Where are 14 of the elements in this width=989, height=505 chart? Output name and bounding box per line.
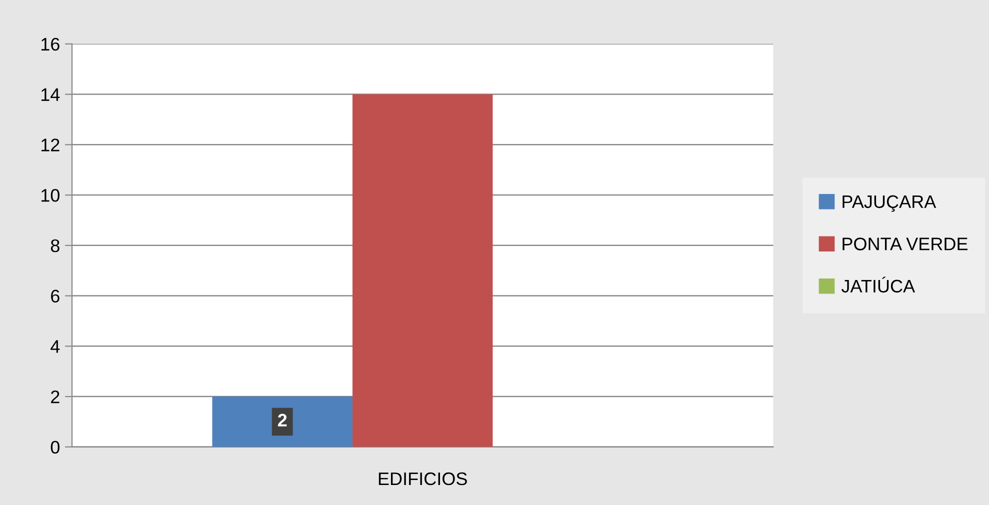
legend-label: PAJUÇARA	[842, 195, 936, 212]
y-tick-label: 8	[50, 239, 60, 252]
y-tick-label: 16	[41, 38, 60, 51]
y-tick-label: 14	[41, 88, 60, 101]
y-tick-label: 2	[51, 390, 60, 404]
y-tick-label: 4	[50, 340, 60, 353]
y-tick-label: 10	[41, 188, 60, 202]
y-tick-label: 0	[50, 440, 60, 454]
data-label: 2	[278, 414, 287, 426]
y-tick-label: 6	[51, 290, 60, 303]
x-tick-label: EDIFICIOS	[378, 472, 467, 486]
legend-label: PONTA VERDE	[842, 238, 968, 250]
y-tick-label: 12	[41, 138, 60, 152]
legend-label: JATIÚCA	[841, 276, 916, 293]
